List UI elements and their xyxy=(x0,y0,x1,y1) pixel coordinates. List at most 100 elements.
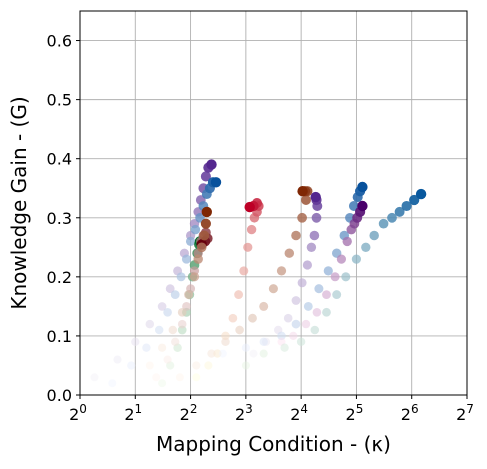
data-points xyxy=(90,159,427,388)
data-point xyxy=(301,319,311,329)
data-point xyxy=(259,301,269,311)
x-tick-label: 23 xyxy=(235,402,253,424)
data-point xyxy=(157,302,167,311)
data-point xyxy=(177,325,187,335)
data-point xyxy=(302,260,312,270)
y-tick-label: 0.4 xyxy=(47,150,72,169)
data-point xyxy=(322,290,331,299)
x-tick-label: 21 xyxy=(124,402,142,424)
data-point xyxy=(108,379,117,388)
data-point xyxy=(176,272,186,282)
data-point xyxy=(221,331,230,341)
data-point xyxy=(248,313,257,323)
data-point xyxy=(200,171,211,182)
data-point xyxy=(341,272,351,282)
data-point xyxy=(145,361,154,370)
data-point xyxy=(157,343,167,352)
data-point xyxy=(184,290,194,300)
y-tick-label: 0.2 xyxy=(47,268,72,287)
data-point xyxy=(196,242,207,253)
data-point xyxy=(268,284,278,294)
y-tick-label: 0.3 xyxy=(47,209,72,228)
data-point xyxy=(291,319,301,329)
data-point xyxy=(291,296,301,305)
data-point xyxy=(210,177,222,188)
data-point xyxy=(310,191,321,203)
data-point xyxy=(291,230,301,241)
y-tick-label: 0.0 xyxy=(47,386,72,405)
data-point xyxy=(314,284,324,294)
data-point xyxy=(297,212,307,223)
data-point xyxy=(185,236,196,247)
x-axis-label: Mapping Condition - (κ) xyxy=(156,432,391,456)
data-point xyxy=(357,200,368,212)
data-point xyxy=(239,266,249,276)
data-point xyxy=(131,337,140,346)
data-point xyxy=(409,194,420,206)
data-point xyxy=(311,212,322,223)
data-point xyxy=(152,373,161,382)
data-point xyxy=(303,301,313,311)
data-point xyxy=(190,224,201,235)
data-point xyxy=(401,200,412,212)
data-point xyxy=(142,343,151,352)
x-tick-label: 27 xyxy=(456,402,474,424)
data-point xyxy=(246,224,257,235)
data-point xyxy=(243,242,253,252)
y-axis-ticks: 0.0 0.1 0.2 0.3 0.4 0.5 0.6 xyxy=(47,32,80,405)
data-point xyxy=(312,308,322,317)
data-point xyxy=(342,236,352,247)
data-point xyxy=(221,337,230,347)
x-tick-label: 25 xyxy=(346,402,364,424)
data-point xyxy=(297,278,307,288)
y-tick-label: 0.1 xyxy=(47,327,72,346)
data-point xyxy=(154,325,164,335)
data-point xyxy=(234,290,244,300)
data-point xyxy=(351,254,361,264)
x-tick-label: 24 xyxy=(290,402,308,424)
x-tick-label: 22 xyxy=(180,402,198,424)
data-point xyxy=(361,242,371,252)
data-point xyxy=(322,307,331,317)
data-point xyxy=(306,242,317,252)
y-axis-label: Knowledge Gain - (G) xyxy=(7,96,31,309)
x-tick-label: 26 xyxy=(401,402,419,424)
data-point xyxy=(415,188,427,200)
data-point xyxy=(394,206,405,217)
data-point xyxy=(336,254,346,264)
data-point xyxy=(244,201,255,213)
data-point xyxy=(168,325,178,335)
data-point xyxy=(310,325,320,335)
data-point xyxy=(171,337,180,346)
data-point xyxy=(127,361,136,370)
data-point xyxy=(145,319,155,329)
data-point xyxy=(387,212,397,223)
data-point xyxy=(228,313,238,323)
y-tick-label: 0.5 xyxy=(47,91,72,110)
data-point xyxy=(189,272,200,282)
data-point xyxy=(175,373,184,382)
x-axis-ticks: 20 21 22 23 24 25 26 27 xyxy=(69,395,474,424)
data-point xyxy=(181,254,192,264)
data-point xyxy=(284,248,295,258)
data-point xyxy=(259,337,268,346)
data-point xyxy=(218,349,227,358)
data-point xyxy=(192,373,201,382)
data-point xyxy=(297,186,308,197)
data-point xyxy=(241,361,250,370)
data-point xyxy=(170,290,180,299)
data-point xyxy=(199,230,210,241)
data-point xyxy=(369,230,379,241)
data-point xyxy=(301,195,311,205)
data-point xyxy=(235,325,244,335)
data-point xyxy=(165,284,175,294)
data-point xyxy=(277,331,286,341)
data-point xyxy=(249,349,258,358)
data-point xyxy=(177,307,187,317)
data-point xyxy=(113,355,122,364)
data-point xyxy=(323,266,333,276)
data-point xyxy=(213,349,222,358)
data-point xyxy=(158,379,167,388)
data-point xyxy=(283,313,293,323)
